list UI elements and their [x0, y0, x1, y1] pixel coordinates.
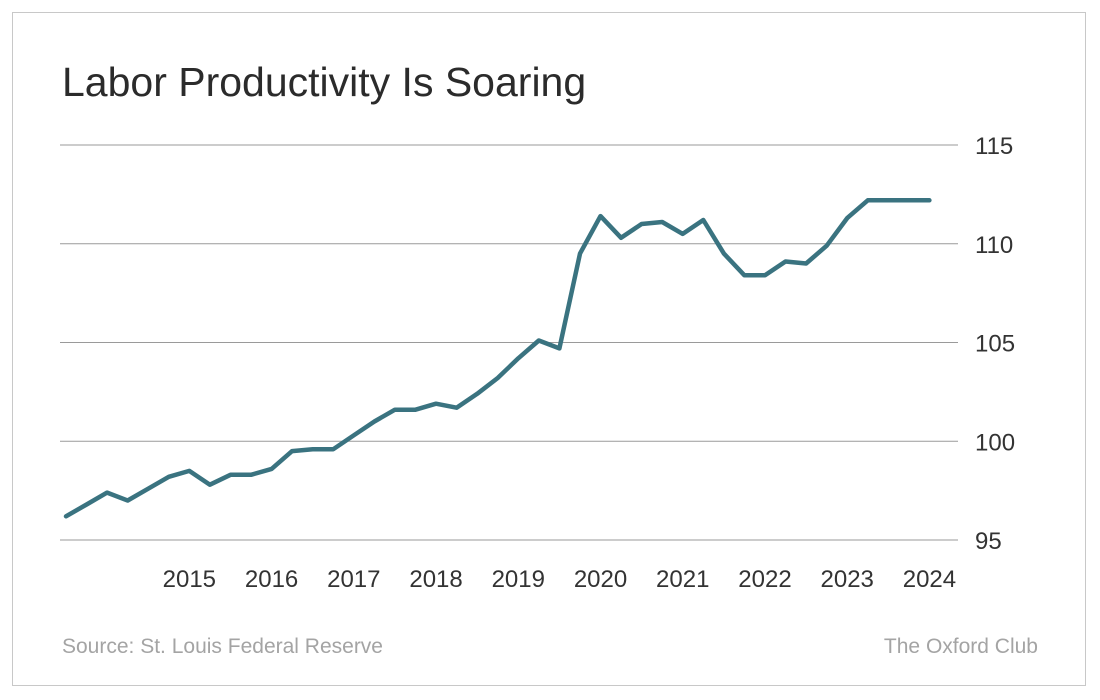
source-note: Source: St. Louis Federal Reserve [62, 635, 383, 658]
x-tick-label: 2024 [903, 566, 956, 593]
x-tick-label: 2018 [409, 566, 462, 593]
y-tick-label: 105 [975, 331, 1015, 358]
x-tick-label: 2016 [245, 566, 298, 593]
chart-frame [12, 12, 1086, 686]
brand-label: The Oxford Club [883, 635, 1038, 658]
x-tick-label: 2021 [656, 566, 709, 593]
y-tick-label: 115 [975, 133, 1013, 160]
y-tick-label: 110 [975, 232, 1013, 259]
x-tick-label: 2015 [163, 566, 216, 593]
x-tick-label: 2022 [738, 566, 791, 593]
chart-title: Labor Productivity Is Soaring [62, 59, 587, 105]
x-tick-label: 2019 [492, 566, 545, 593]
x-tick-label: 2020 [574, 566, 627, 593]
series-line [63, 198, 932, 519]
y-tick-label: 95 [975, 528, 1002, 555]
y-tick-label: 100 [975, 429, 1015, 456]
x-tick-label: 2017 [327, 566, 380, 593]
x-tick-label: 2023 [821, 566, 874, 593]
